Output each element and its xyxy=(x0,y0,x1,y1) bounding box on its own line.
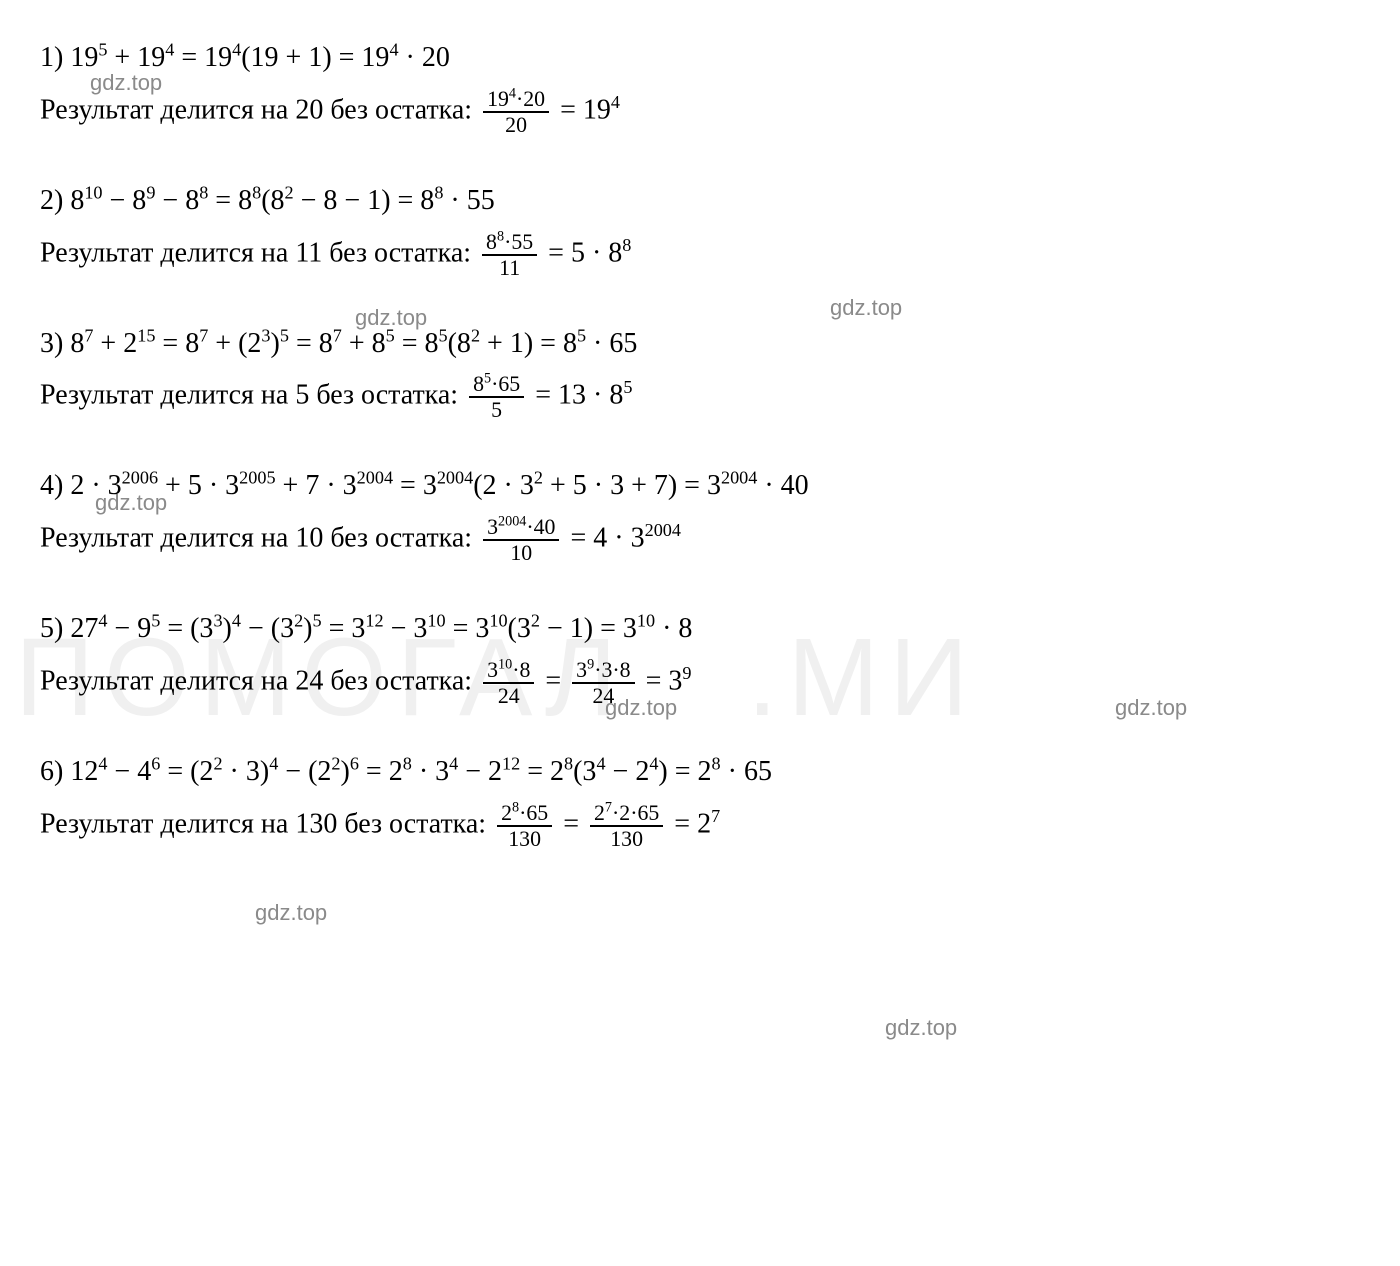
watermark: gdz.top xyxy=(885,1010,957,1045)
fraction: 194·2020 xyxy=(483,87,549,137)
fraction: 27·2·65130 xyxy=(590,801,663,851)
problem-1: 1) 195 + 194 = 194(19 + 1) = 194 · 20 Рез… xyxy=(40,36,1360,137)
result-line: Результат делится на 10 без остатка: 320… xyxy=(40,515,1360,565)
problem-3: 3) 87 + 215 = 87 + (23)5 = 87 + 85 = 85(… xyxy=(40,322,1360,423)
fraction: 88·5511 xyxy=(482,230,537,280)
equation-line: 2) 810 − 89 − 88 = 88(82 − 8 − 1) = 88 ·… xyxy=(40,179,1360,224)
result-line: Результат делится на 24 без остатка: 310… xyxy=(40,658,1360,708)
watermark: gdz.top xyxy=(255,895,327,930)
problem-6: 6) 124 − 46 = (22 · 3)4 − (22)6 = 28 · 3… xyxy=(40,750,1360,851)
result-line: Результат делится на 130 без остатка: 28… xyxy=(40,801,1360,851)
result-line: Результат делится на 11 без остатка: 88·… xyxy=(40,230,1360,280)
fraction: 310·824 xyxy=(483,658,534,708)
fraction: 32004·4010 xyxy=(483,515,559,565)
fraction: 39·3·824 xyxy=(572,658,634,708)
problem-5: 5) 274 − 95 = (33)4 − (32)5 = 312 − 310 … xyxy=(40,607,1360,708)
result-line: Результат делится на 5 без остатка: 85·6… xyxy=(40,372,1360,422)
problem-4: 4) 2 · 32006 + 5 · 32005 + 7 · 32004 = 3… xyxy=(40,464,1360,565)
equation-line: 3) 87 + 215 = 87 + (23)5 = 87 + 85 = 85(… xyxy=(40,322,1360,367)
equation-line: 5) 274 − 95 = (33)4 − (32)5 = 312 − 310 … xyxy=(40,607,1360,652)
fraction: 85·655 xyxy=(469,372,524,422)
result-line: Результат делится на 20 без остатка: 194… xyxy=(40,87,1360,137)
equation-line: 1) 195 + 194 = 194(19 + 1) = 194 · 20 xyxy=(40,36,1360,81)
equation-line: 4) 2 · 32006 + 5 · 32005 + 7 · 32004 = 3… xyxy=(40,464,1360,509)
fraction: 28·65130 xyxy=(497,801,552,851)
problem-2: 2) 810 − 89 − 88 = 88(82 − 8 − 1) = 88 ·… xyxy=(40,179,1360,280)
equation-line: 6) 124 − 46 = (22 · 3)4 − (22)6 = 28 · 3… xyxy=(40,750,1360,795)
